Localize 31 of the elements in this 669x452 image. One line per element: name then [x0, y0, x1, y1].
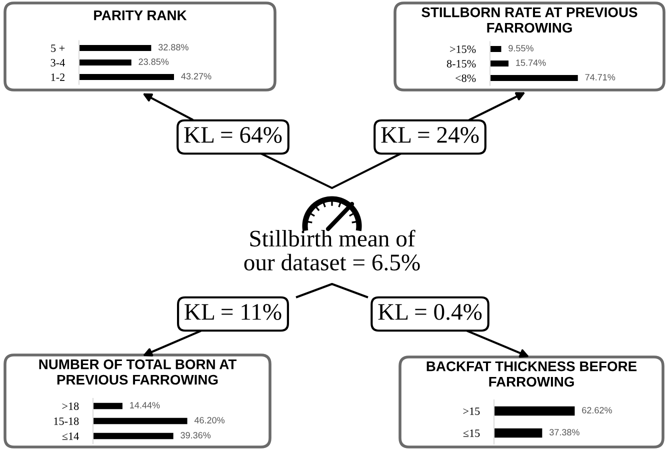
data-label: 37.38%: [549, 429, 580, 436]
y-tick-label: >15%: [450, 45, 476, 53]
y-tick-label: ≤15: [463, 430, 480, 437]
text: KL = 0.4%: [378, 304, 482, 320]
chart-title: BACKFAT THICKNESS BEFORE FARROWING: [426, 361, 637, 387]
y-tick-label: 15-18: [54, 417, 79, 425]
chart-title: PARITY RANK: [94, 10, 187, 20]
data-label: 46.20%: [194, 417, 225, 424]
y-tick-label: 8-15%: [446, 60, 476, 68]
data-label: 62.62%: [582, 407, 612, 414]
text: Stillbirth mean of our dataset = 6.5%: [244, 230, 420, 271]
y-tick-label: ≤14: [62, 432, 79, 440]
y-tick-label: 1-2: [51, 73, 64, 81]
y-tick-label: 3-4: [50, 58, 65, 66]
text: KL = 11%: [184, 304, 282, 320]
y-tick-label: <8%: [456, 74, 476, 82]
data-label: 43.27%: [181, 73, 212, 80]
data-label: 14.44%: [130, 402, 160, 408]
chart-title: NUMBER OF TOTAL BORN AT PREVIOUS FARROWING: [39, 359, 237, 385]
data-label: 23.85%: [138, 58, 169, 65]
text: KL = 64%: [184, 126, 282, 143]
data-label: 9.55%: [508, 45, 534, 52]
data-label: 39.36%: [180, 432, 211, 438]
y-tick-label: >18: [62, 402, 79, 410]
y-tick-label: 5 +: [51, 44, 65, 52]
y-tick-label: >15: [463, 408, 480, 415]
chart-title: STILLBORN RATE AT PREVIOUS FARROWING: [422, 7, 638, 33]
text: KL = 24%: [381, 126, 479, 143]
data-label: 32.88%: [158, 44, 188, 50]
data-label: 15.74%: [516, 60, 546, 66]
data-label: 74.71%: [585, 74, 616, 80]
